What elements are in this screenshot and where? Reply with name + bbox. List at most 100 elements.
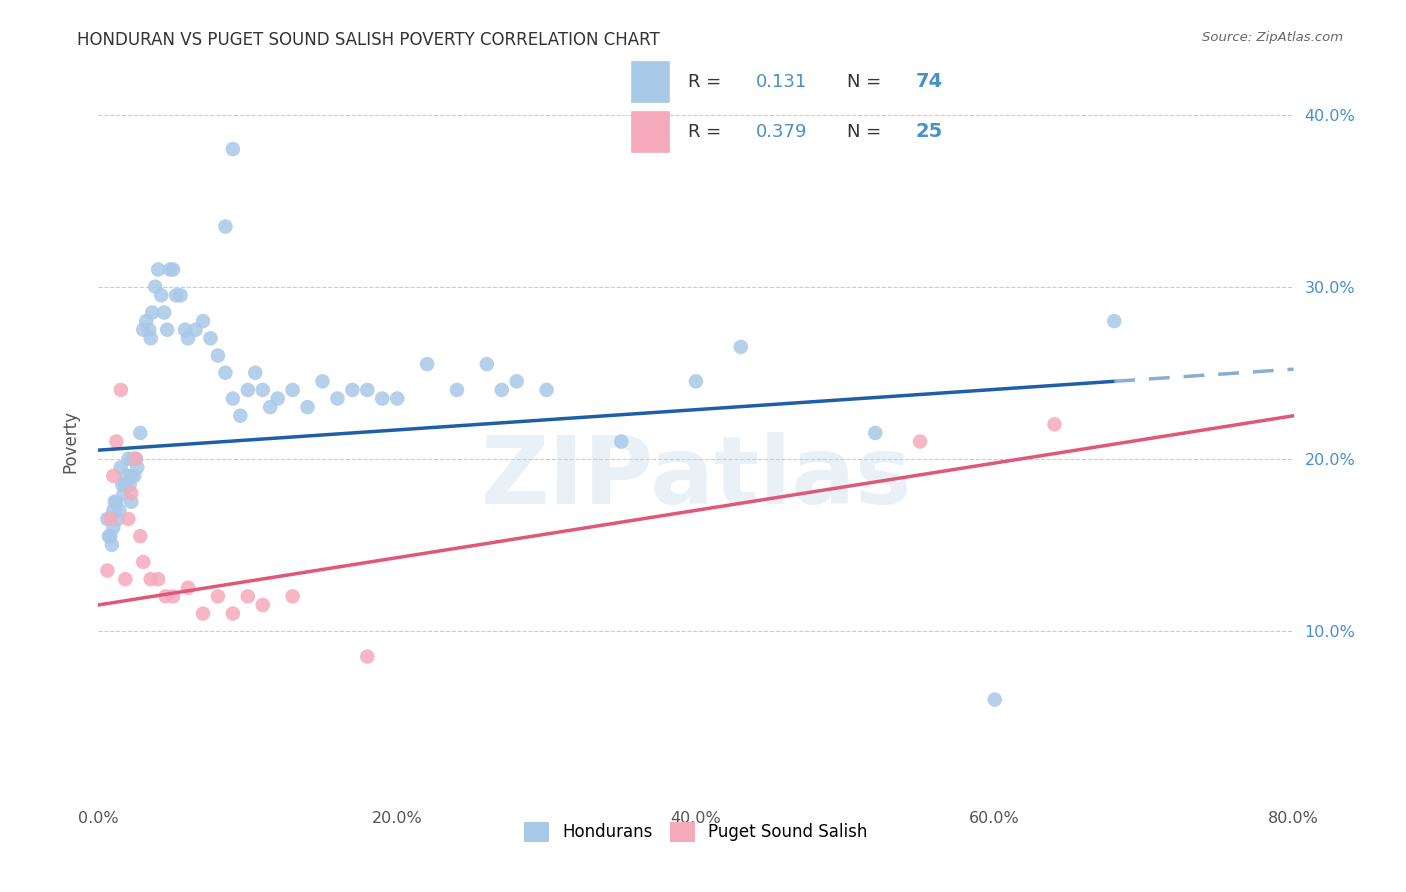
Point	[97, 529, 120, 543]
Point	[120, 494, 142, 508]
Point	[506, 375, 529, 389]
Point	[150, 288, 173, 302]
Point	[184, 323, 207, 337]
Point	[117, 512, 139, 526]
Legend: Hondurans, Puget Sound Salish: Hondurans, Puget Sound Salish	[517, 815, 875, 848]
Point	[236, 383, 259, 397]
Point	[96, 512, 118, 526]
Point	[229, 409, 252, 423]
Point	[326, 392, 349, 406]
Point	[114, 477, 136, 491]
Point	[416, 357, 439, 371]
Point	[98, 512, 122, 526]
Point	[118, 477, 141, 491]
Point	[108, 503, 131, 517]
Point	[105, 434, 128, 449]
Point	[104, 494, 127, 508]
Point	[685, 375, 707, 389]
Point	[191, 607, 214, 621]
Point	[610, 434, 633, 449]
Text: 74: 74	[915, 72, 942, 91]
Point	[127, 460, 149, 475]
Point	[177, 581, 200, 595]
Point	[491, 383, 513, 397]
Point	[159, 262, 181, 277]
Point	[103, 520, 125, 534]
Text: N =: N =	[846, 72, 887, 91]
Point	[214, 219, 236, 234]
Point	[200, 331, 222, 345]
Bar	[630, 61, 669, 102]
Point	[342, 383, 364, 397]
Text: Source: ZipAtlas.com: Source: ZipAtlas.com	[1202, 31, 1343, 45]
Point	[156, 323, 179, 337]
Point	[446, 383, 468, 397]
Point	[115, 469, 138, 483]
Point	[1104, 314, 1126, 328]
Text: N =: N =	[846, 123, 887, 141]
Point	[356, 383, 378, 397]
Point	[1043, 417, 1066, 432]
Point	[222, 392, 245, 406]
Point	[177, 331, 200, 345]
Point	[135, 314, 157, 328]
Point	[101, 538, 124, 552]
Point	[207, 590, 229, 604]
Point	[148, 572, 170, 586]
Point	[111, 477, 134, 491]
Text: R =: R =	[688, 123, 727, 141]
Point	[153, 305, 176, 319]
Point	[165, 288, 187, 302]
Point	[191, 314, 214, 328]
Point	[103, 503, 125, 517]
Point	[281, 590, 304, 604]
Point	[139, 331, 162, 345]
Point	[129, 425, 152, 440]
Point	[138, 323, 160, 337]
Point	[107, 512, 129, 526]
Point	[112, 486, 135, 500]
Point	[385, 392, 409, 406]
Text: 0.131: 0.131	[756, 72, 807, 91]
Text: ZIPatlas: ZIPatlas	[481, 432, 911, 524]
Point	[120, 486, 142, 500]
Point	[98, 529, 122, 543]
Point	[214, 366, 236, 380]
Point	[371, 392, 394, 406]
Point	[117, 451, 139, 466]
Point	[125, 451, 148, 466]
Point	[143, 279, 166, 293]
Y-axis label: Poverty: Poverty	[60, 410, 79, 473]
Point	[105, 494, 128, 508]
Point	[730, 340, 752, 354]
Text: 25: 25	[915, 122, 942, 141]
Point	[536, 383, 558, 397]
Point	[311, 375, 333, 389]
Point	[162, 590, 184, 604]
Point	[125, 451, 148, 466]
Point	[174, 323, 197, 337]
Point	[129, 529, 152, 543]
Point	[114, 572, 136, 586]
Point	[908, 434, 931, 449]
Point	[132, 323, 155, 337]
Text: HONDURAN VS PUGET SOUND SALISH POVERTY CORRELATION CHART: HONDURAN VS PUGET SOUND SALISH POVERTY C…	[77, 31, 659, 49]
Point	[148, 262, 170, 277]
Point	[252, 383, 274, 397]
Point	[245, 366, 267, 380]
Point	[110, 383, 132, 397]
Point	[141, 305, 163, 319]
Point	[475, 357, 498, 371]
Point	[110, 460, 132, 475]
Point	[222, 142, 245, 156]
Point	[297, 400, 319, 414]
Point	[259, 400, 281, 414]
Point	[865, 425, 887, 440]
Point	[984, 692, 1007, 706]
Point	[162, 262, 184, 277]
Point	[236, 590, 259, 604]
Point	[356, 649, 378, 664]
Point	[121, 451, 143, 466]
Point	[169, 288, 191, 302]
Point	[132, 555, 155, 569]
